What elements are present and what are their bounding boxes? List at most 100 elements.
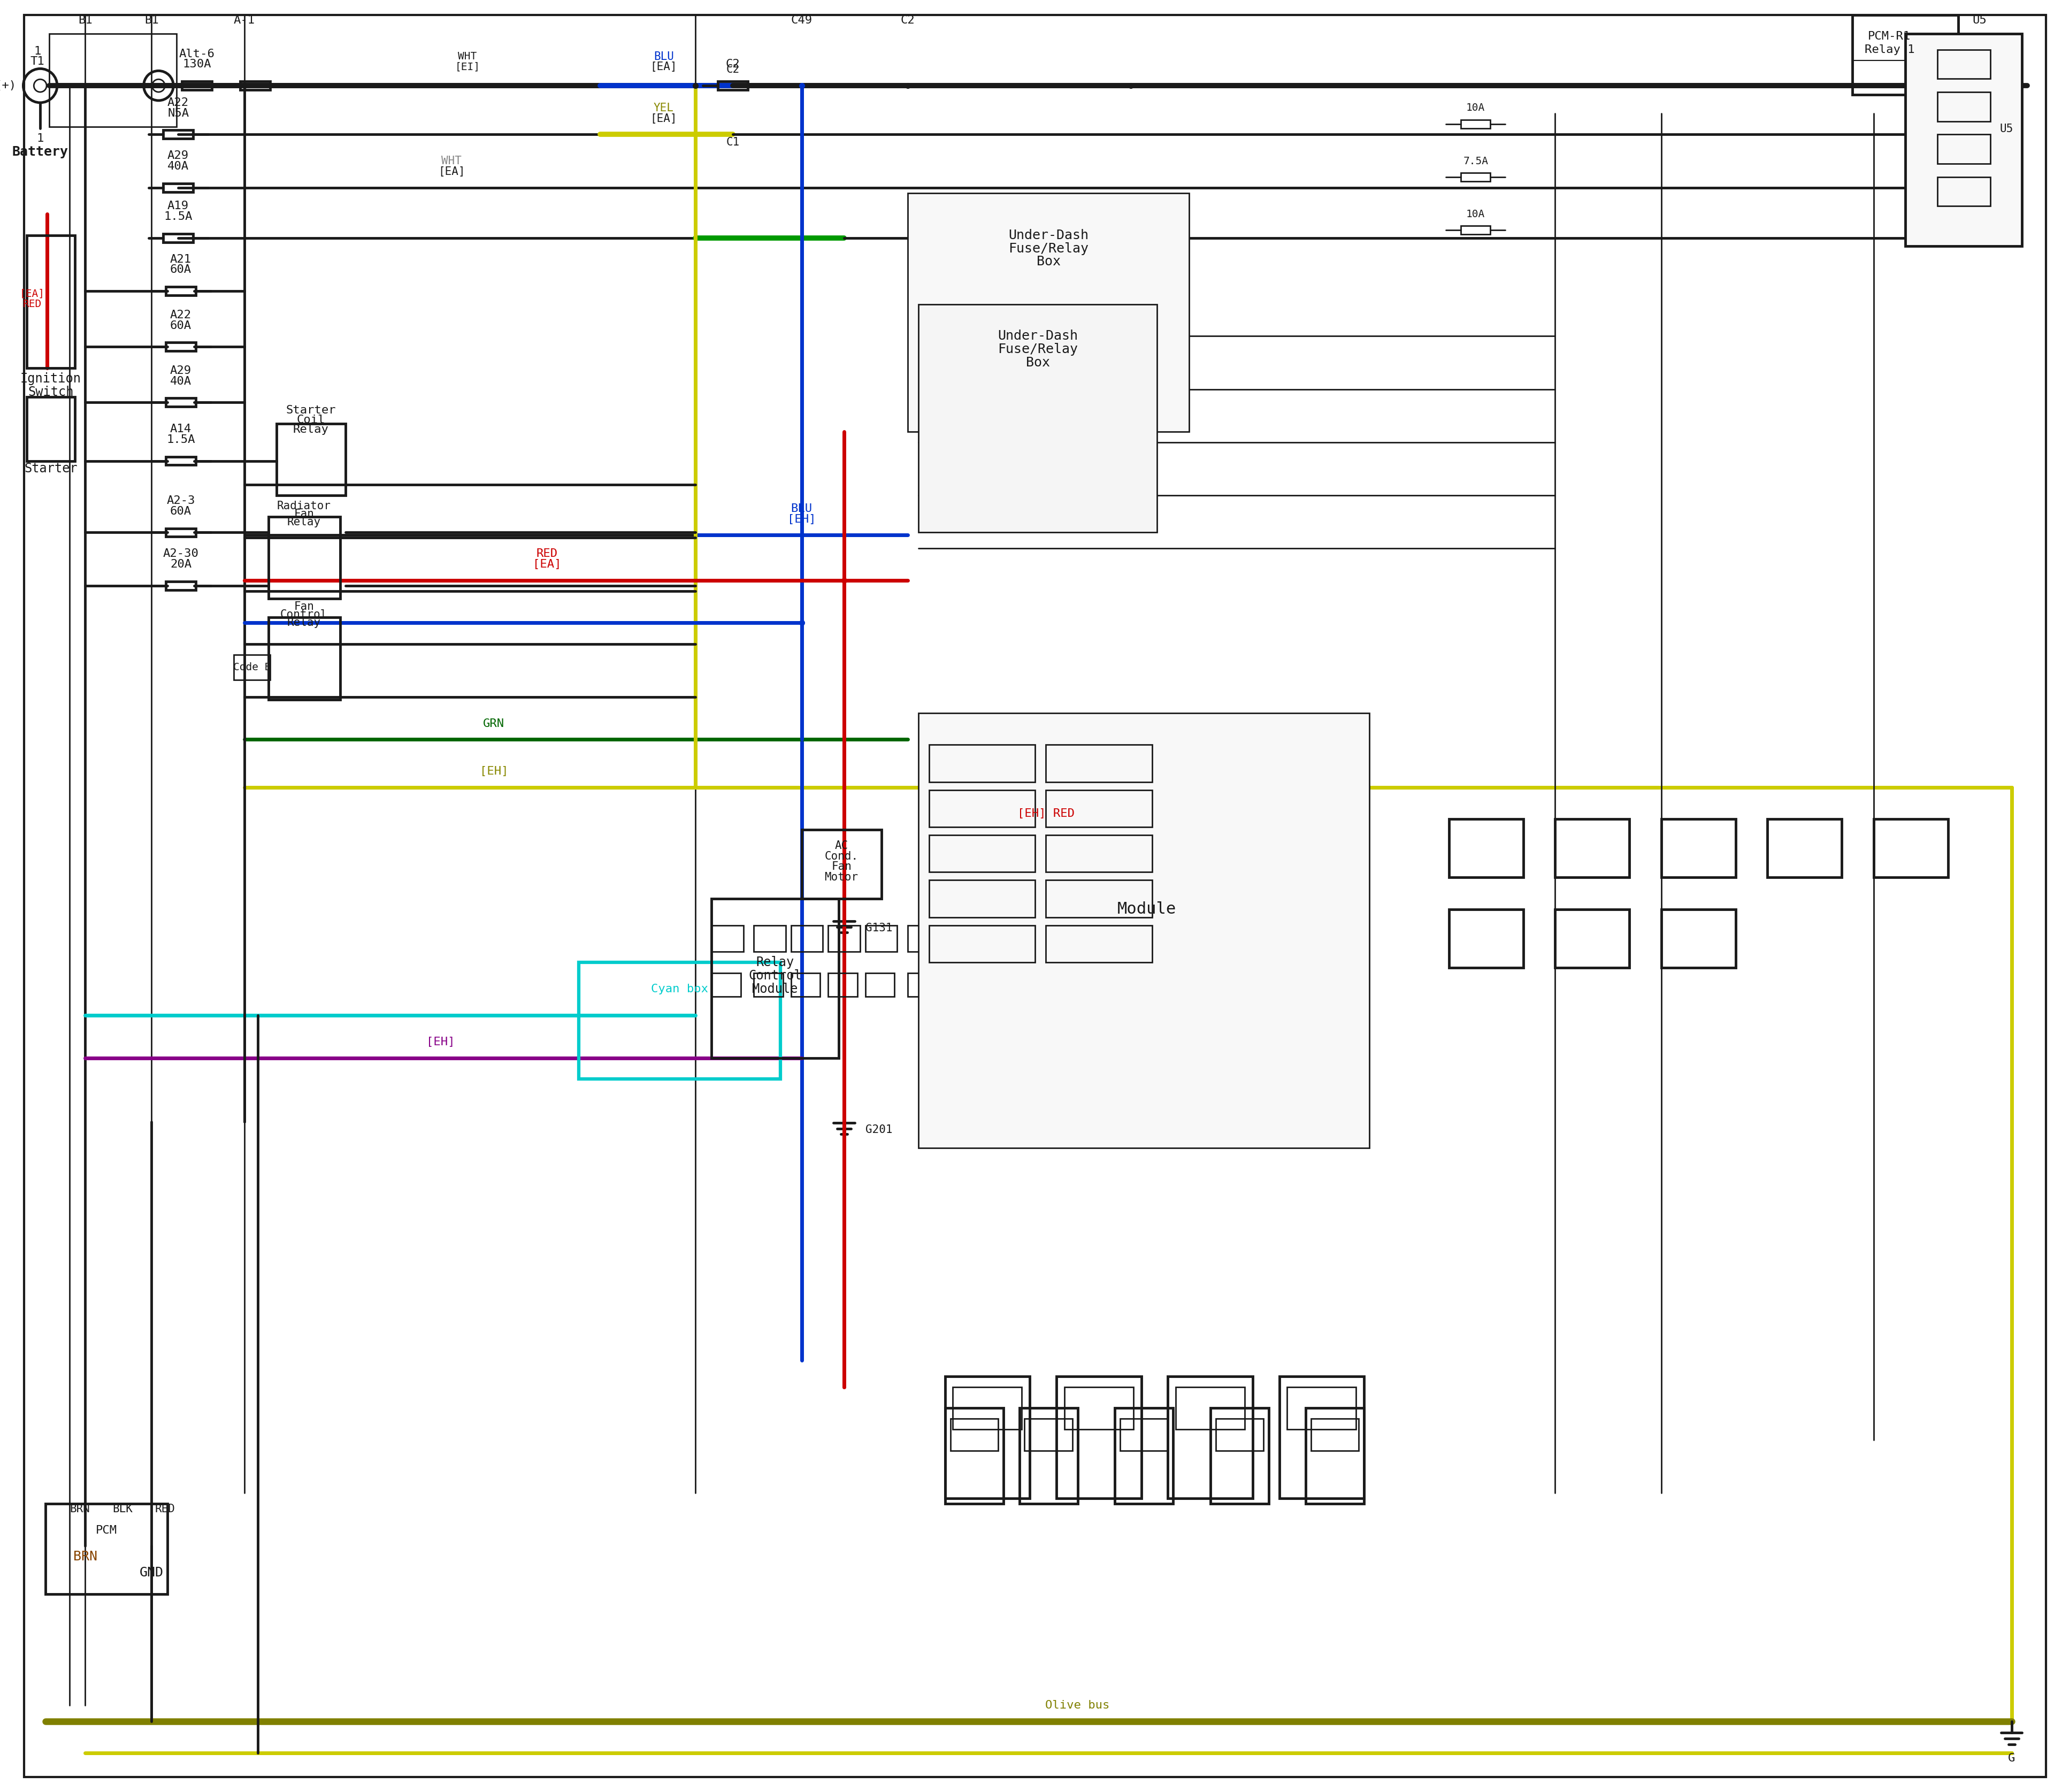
Bar [711,898,838,1057]
Bar [1306,1409,1364,1503]
Bar [27,235,74,367]
Text: 20A: 20A [170,559,191,570]
Bar [918,305,1156,532]
Bar [711,973,741,996]
Bar [982,771,1066,878]
Text: [EH]: [EH] [479,765,507,776]
Text: Fuse/Relay: Fuse/Relay [998,342,1078,357]
Text: C49: C49 [791,14,813,25]
Text: Box: Box [1025,357,1050,369]
Text: B1: B1 [144,14,158,25]
Bar [166,398,195,407]
Text: Fan: Fan [294,509,314,520]
Bar [1937,50,1990,79]
Bar [1045,790,1152,828]
Text: Relay: Relay [294,425,329,435]
Text: [EH] RED: [EH] RED [1017,808,1074,819]
Bar [166,342,195,351]
Text: C2: C2 [725,65,739,75]
Bar [1025,1419,1072,1450]
Text: 1: 1 [35,47,41,57]
Text: [EA]: [EA] [21,289,45,299]
Text: U5: U5 [1999,124,2013,134]
Text: RED: RED [23,299,41,310]
Bar [1216,1419,1263,1450]
Text: Cond.: Cond. [824,851,859,862]
Text: A21: A21 [170,254,191,265]
Text: Module: Module [1117,901,1177,918]
Text: G131: G131 [865,923,891,934]
Bar [1937,177,1990,206]
Text: 130A: 130A [183,59,212,70]
Bar [45,1503,168,1593]
Bar [928,880,1035,918]
Text: Relay: Relay [756,955,795,969]
Bar [951,1419,998,1450]
Text: G: G [2009,1753,2015,1763]
Bar [1056,1376,1142,1498]
Bar [166,457,195,466]
Bar [1288,1387,1356,1430]
Text: G201: G201 [865,1124,891,1134]
Text: Fan: Fan [294,602,314,613]
Bar [1555,909,1629,968]
Bar [908,973,937,996]
Text: [EA]: [EA] [532,559,561,570]
Bar [1937,91,1990,122]
Bar [1853,14,1957,95]
Bar [277,423,345,495]
Text: Starter: Starter [286,405,337,416]
Text: WHT: WHT [442,156,462,167]
Bar [1766,819,1842,878]
Text: Relay 1: Relay 1 [1865,45,1914,56]
Bar [1175,1387,1245,1430]
Bar [1448,819,1524,878]
Text: U5: U5 [1972,14,1986,25]
Bar [791,973,820,996]
Bar [1019,1409,1078,1503]
Text: Motor: Motor [824,873,859,883]
Text: A14: A14 [170,423,191,434]
Text: A-1: A-1 [234,14,255,25]
Text: PCM: PCM [97,1525,117,1536]
Text: [EH]: [EH] [787,514,815,525]
Text: Switch: Switch [29,385,74,398]
Text: 60A: 60A [170,505,191,516]
Bar [865,925,898,952]
Bar [1045,925,1152,962]
Bar [908,194,1189,432]
Bar [908,925,939,952]
Text: GND: GND [140,1566,164,1579]
Text: [EA]: [EA] [651,113,678,124]
Text: Code B: Code B [232,663,271,672]
Bar [754,925,787,952]
Bar [791,925,824,952]
Text: GRN: GRN [483,719,505,729]
Text: C2: C2 [725,59,739,70]
Bar [953,1387,1023,1430]
Text: C1: C1 [725,138,739,147]
Bar [945,1376,1029,1498]
Text: BRN: BRN [74,1550,97,1563]
Bar [164,233,193,242]
Text: AC: AC [834,840,848,851]
Bar [1210,1409,1269,1503]
Bar [828,973,857,996]
Text: 10A: 10A [1467,210,1485,219]
Text: Control: Control [279,609,327,620]
Bar [1045,880,1152,918]
Text: B1: B1 [78,14,92,25]
Bar [961,751,1290,1122]
Bar [1873,819,1947,878]
Bar [1906,34,2021,246]
Bar [1035,973,1064,996]
Bar [234,654,269,679]
Text: A29: A29 [168,151,189,161]
Text: Starter: Starter [25,462,78,475]
Text: 1: 1 [37,133,43,143]
Bar [1662,909,1736,968]
Bar [166,529,195,538]
Text: 1.5A: 1.5A [166,434,195,444]
Text: (+): (+) [0,81,16,91]
Bar [928,835,1035,873]
